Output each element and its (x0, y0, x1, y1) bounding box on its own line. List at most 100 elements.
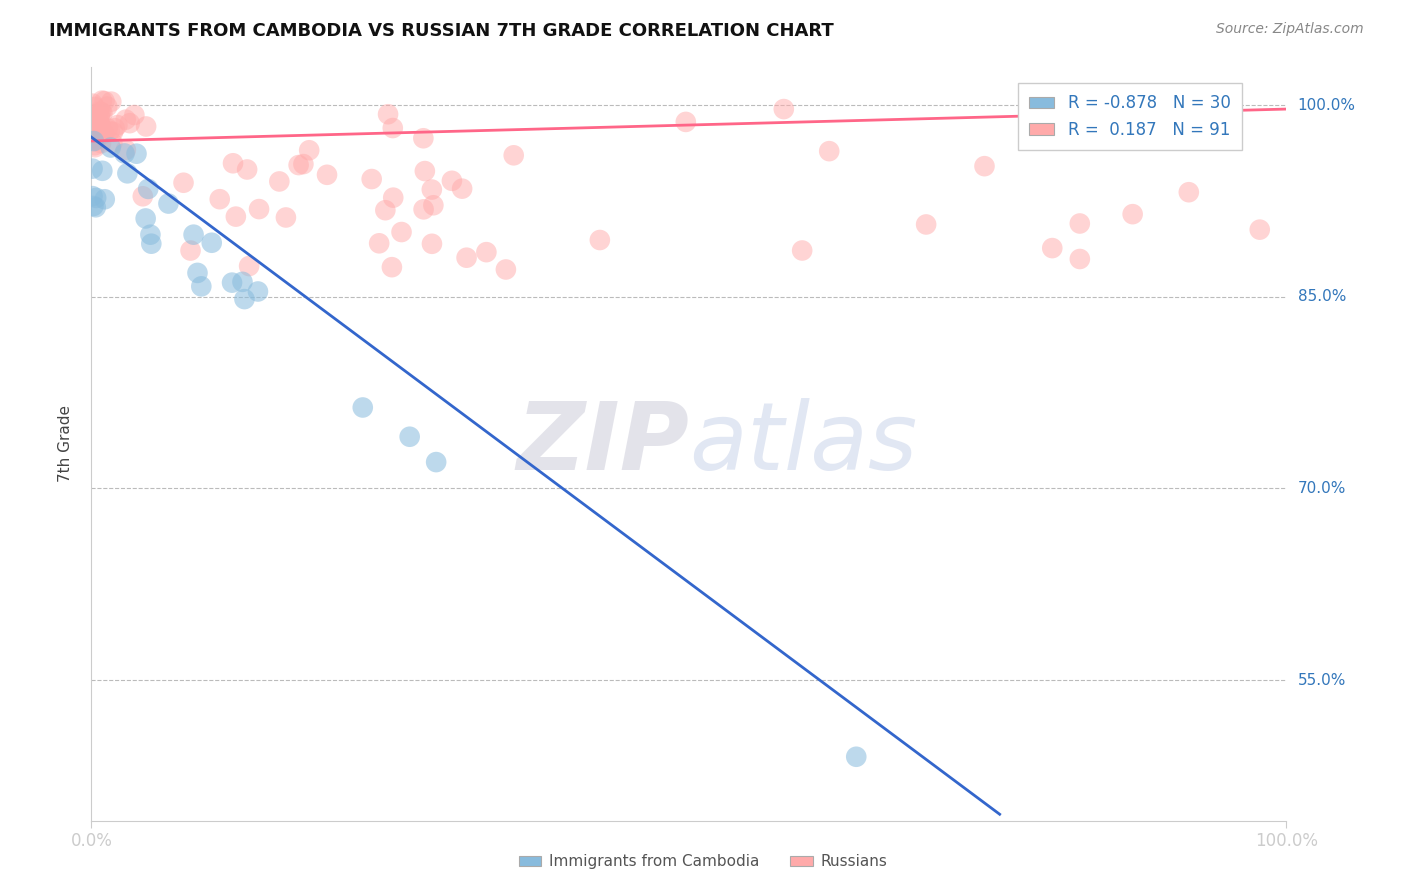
Y-axis label: 7th Grade: 7th Grade (58, 405, 73, 483)
Point (82, 131, 104, 145)
Point (233, 292, 256, 306)
Text: 100.0%: 100.0% (1298, 98, 1355, 112)
Point (93, 94, 115, 108)
Point (352, 401, 374, 415)
Legend: R = -0.878   N = 30, R =  0.187   N = 91: R = -0.878 N = 30, R = 0.187 N = 91 (1018, 83, 1243, 151)
Point (231, 275, 253, 289)
Point (91, 106, 114, 120)
Point (139, 227, 162, 242)
Point (412, 131, 434, 145)
Point (157, 196, 180, 211)
Point (100, 95, 122, 109)
Point (114, 112, 136, 127)
Point (374, 203, 396, 218)
Point (91, 127, 114, 141)
Point (91, 94, 114, 108)
Point (83, 100, 105, 114)
Point (89, 109, 111, 123)
Point (391, 225, 413, 239)
Point (412, 202, 434, 217)
Point (246, 285, 269, 299)
Point (93, 127, 115, 141)
Point (84, 200, 107, 214)
Point (225, 210, 247, 224)
Legend: Immigrants from Cambodia, Russians: Immigrants from Cambodia, Russians (512, 848, 894, 875)
Point (1040, 241, 1063, 255)
Point (82, 107, 104, 121)
Point (208, 192, 231, 206)
Point (502, 148, 524, 162)
Point (287, 158, 309, 172)
Point (90, 136, 112, 151)
Point (381, 260, 404, 275)
Point (274, 211, 297, 225)
Point (87, 111, 110, 125)
Point (190, 279, 212, 293)
Point (1109, 113, 1132, 128)
Point (201, 235, 224, 250)
Point (772, 102, 794, 116)
Point (83, 138, 105, 153)
Point (90, 105, 112, 120)
Point (451, 181, 474, 195)
Point (675, 115, 697, 129)
Point (495, 262, 517, 277)
Point (91, 163, 114, 178)
Point (377, 107, 399, 121)
Point (413, 164, 436, 178)
Point (83, 134, 105, 148)
Point (104, 121, 127, 136)
Point (90, 121, 112, 136)
Point (84, 121, 107, 136)
Point (87, 105, 110, 120)
Point (247, 202, 270, 216)
Point (114, 146, 136, 161)
Text: 70.0%: 70.0% (1298, 481, 1346, 496)
Point (132, 189, 155, 203)
Point (82, 116, 104, 130)
Point (100, 140, 122, 154)
Point (1057, 93, 1080, 107)
Point (298, 143, 321, 157)
Point (475, 245, 498, 260)
Point (368, 236, 391, 251)
Point (973, 159, 995, 173)
Point (1069, 252, 1091, 266)
Point (845, 749, 868, 764)
Point (316, 168, 339, 182)
Point (107, 118, 129, 132)
Point (292, 157, 315, 171)
Point (82, 189, 104, 203)
Point (96, 99, 118, 113)
Text: 55.0%: 55.0% (1298, 673, 1346, 688)
Point (84, 128, 107, 142)
Point (97, 121, 120, 136)
Point (422, 198, 444, 212)
Point (173, 176, 195, 190)
Point (82, 161, 104, 176)
Point (83, 199, 105, 213)
Point (125, 146, 148, 161)
Point (118, 116, 141, 130)
Point (420, 236, 443, 251)
Point (124, 108, 146, 122)
Point (180, 244, 202, 258)
Point (82, 120, 104, 134)
Point (101, 136, 124, 150)
Point (183, 227, 205, 242)
Point (117, 166, 139, 180)
Point (398, 430, 420, 444)
Text: 85.0%: 85.0% (1298, 289, 1346, 304)
Point (115, 143, 138, 157)
Point (136, 182, 159, 196)
Text: IMMIGRANTS FROM CAMBODIA VS RUSSIAN 7TH GRADE CORRELATION CHART: IMMIGRANTS FROM CAMBODIA VS RUSSIAN 7TH … (49, 22, 834, 40)
Point (98, 124, 121, 138)
Point (792, 244, 814, 258)
Point (1249, 222, 1271, 236)
Point (86, 125, 108, 139)
Point (818, 144, 841, 158)
Point (186, 266, 208, 280)
Point (89, 106, 111, 120)
Point (456, 251, 478, 265)
Point (94, 192, 117, 206)
